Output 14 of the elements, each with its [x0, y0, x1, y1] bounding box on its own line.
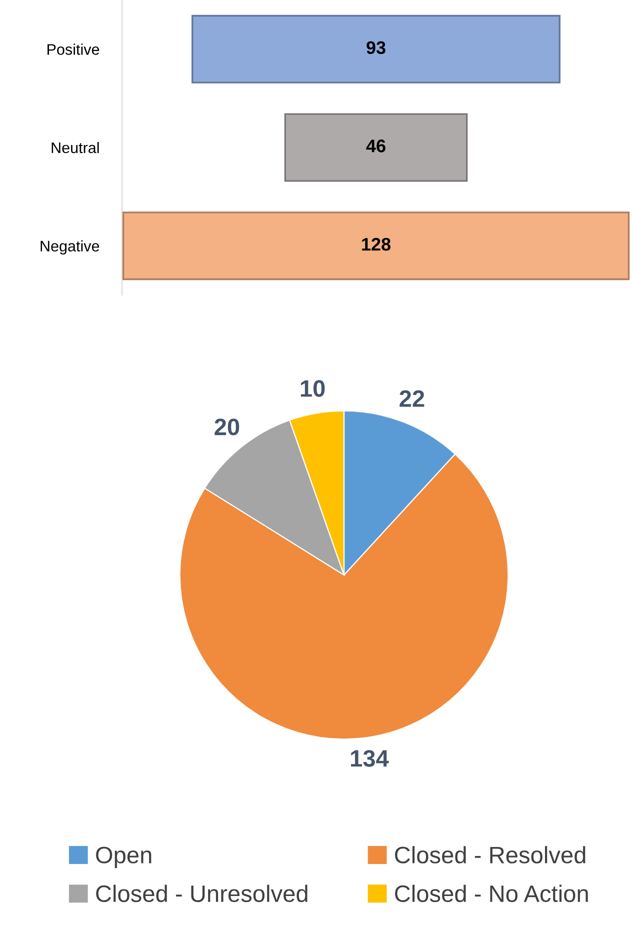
category-label: Negative — [40, 240, 100, 255]
category-label: Positive — [48, 44, 100, 55]
data-label: 20 — [214, 418, 240, 436]
data-label: 46 — [366, 140, 386, 152]
data-label: 22 — [400, 390, 424, 407]
legend-label: Closed - No Action — [395, 884, 588, 902]
data-label: 134 — [351, 750, 389, 767]
data-label: 93 — [366, 41, 386, 54]
legend-label: Closed - Unresolved — [96, 884, 308, 902]
category-label: Neutral — [52, 142, 99, 154]
legend-label: Open — [96, 846, 152, 868]
data-label: 10 — [300, 380, 325, 397]
legend-label: Closed - Resolved — [395, 846, 586, 864]
data-label: 128 — [362, 238, 391, 251]
